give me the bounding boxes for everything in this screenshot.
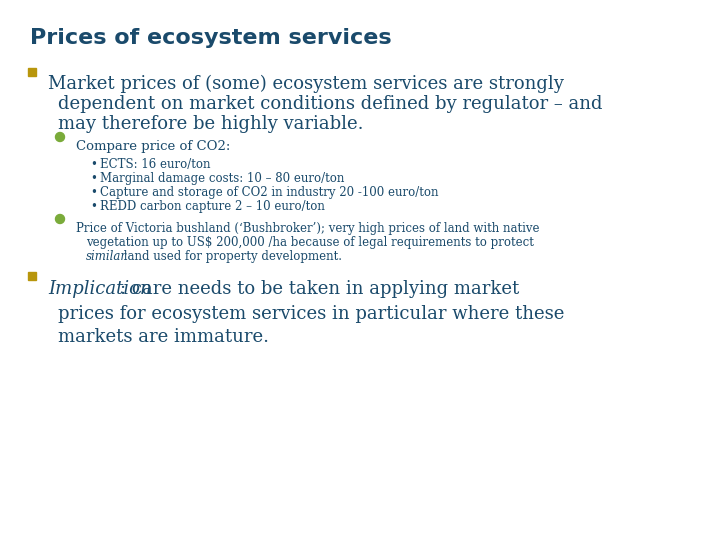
Text: similar: similar <box>86 250 127 263</box>
Text: •: • <box>90 200 97 213</box>
Text: Capture and storage of CO2 in industry 20 -100 euro/ton: Capture and storage of CO2 in industry 2… <box>100 186 438 199</box>
Text: •: • <box>90 158 97 171</box>
Text: markets are immature.: markets are immature. <box>58 328 269 346</box>
Text: Compare price of CO2:: Compare price of CO2: <box>76 140 230 153</box>
Text: : care needs to be taken in applying market: : care needs to be taken in applying mar… <box>120 280 519 298</box>
Text: •: • <box>90 172 97 185</box>
Text: vegetation up to US$ 200,000 /ha because of legal requirements to protect: vegetation up to US$ 200,000 /ha because… <box>86 236 534 249</box>
Text: Marginal damage costs: 10 – 80 euro/ton: Marginal damage costs: 10 – 80 euro/ton <box>100 172 344 185</box>
Text: prices for ecosystem services in particular where these: prices for ecosystem services in particu… <box>58 305 564 323</box>
Text: Implication: Implication <box>48 280 152 298</box>
Text: land used for property development.: land used for property development. <box>120 250 342 263</box>
Text: dependent on market conditions defined by regulator – and: dependent on market conditions defined b… <box>58 95 603 113</box>
Bar <box>28 68 36 76</box>
Text: Prices of ecosystem services: Prices of ecosystem services <box>30 28 392 48</box>
Text: •: • <box>90 186 97 199</box>
Circle shape <box>55 132 65 141</box>
Circle shape <box>55 214 65 224</box>
Text: Market prices of (some) ecosystem services are strongly: Market prices of (some) ecosystem servic… <box>48 75 564 93</box>
Text: REDD carbon capture 2 – 10 euro/ton: REDD carbon capture 2 – 10 euro/ton <box>100 200 325 213</box>
Text: may therefore be highly variable.: may therefore be highly variable. <box>58 115 364 133</box>
Text: Price of Victoria bushland (‘Bushbroker’); very high prices of land with native: Price of Victoria bushland (‘Bushbroker’… <box>76 222 539 235</box>
Text: ECTS: 16 euro/ton: ECTS: 16 euro/ton <box>100 158 210 171</box>
Bar <box>28 272 36 280</box>
